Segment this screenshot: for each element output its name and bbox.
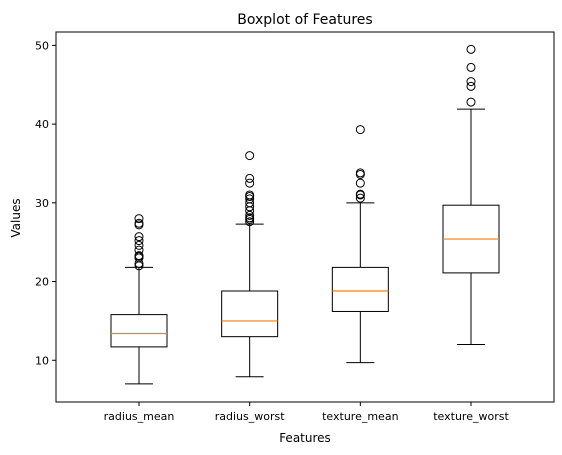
outlier-point <box>245 190 255 200</box>
plot-area: 10 20 30 40 50 radius_mean radius_worst texture… <box>35 39 509 423</box>
x-tick-label: radius_mean <box>104 410 175 423</box>
outlier-point <box>466 44 476 54</box>
outlier-point <box>245 151 255 161</box>
box-iqr <box>110 314 168 348</box>
outlier-point <box>355 193 365 203</box>
outlier-point <box>134 236 144 246</box>
y-tick-label: 40 <box>35 118 49 131</box>
outlier-point <box>466 77 476 87</box>
outlier-point <box>134 240 144 250</box>
x-tick-label: radius_worst <box>215 410 285 423</box>
outlier-point <box>245 178 255 188</box>
outlier-point <box>245 173 255 183</box>
x-tick-label: texture_worst <box>433 410 509 423</box>
outlier-point <box>245 213 255 223</box>
outlier-point <box>355 168 365 178</box>
outlier-point <box>466 62 476 72</box>
plot-frame <box>55 31 555 403</box>
chart-title: Boxplot of Features <box>237 12 372 28</box>
outlier-point <box>134 218 144 228</box>
outlier-point <box>355 189 365 199</box>
outlier-point <box>466 81 476 91</box>
box-iqr <box>221 290 279 338</box>
outlier-point <box>134 232 144 242</box>
y-axis-label: Values <box>9 198 23 237</box>
y-tick-label: 20 <box>35 276 49 289</box>
box-iqr <box>331 266 389 312</box>
outlier-point <box>245 194 255 204</box>
x-axis-label: Features <box>279 431 331 445</box>
outlier-point <box>355 125 365 135</box>
outlier-point <box>466 97 476 107</box>
y-tick-label: 30 <box>35 197 49 210</box>
outlier-point <box>245 210 255 220</box>
outlier-point <box>245 217 255 227</box>
outlier-point <box>134 214 144 224</box>
outlier-point <box>355 178 365 188</box>
y-tick-label: 50 <box>35 39 49 52</box>
outlier-point <box>134 245 144 255</box>
outlier-point <box>134 251 144 261</box>
y-tick-label: 10 <box>35 354 49 367</box>
x-tick-label: texture_mean <box>322 410 398 423</box>
